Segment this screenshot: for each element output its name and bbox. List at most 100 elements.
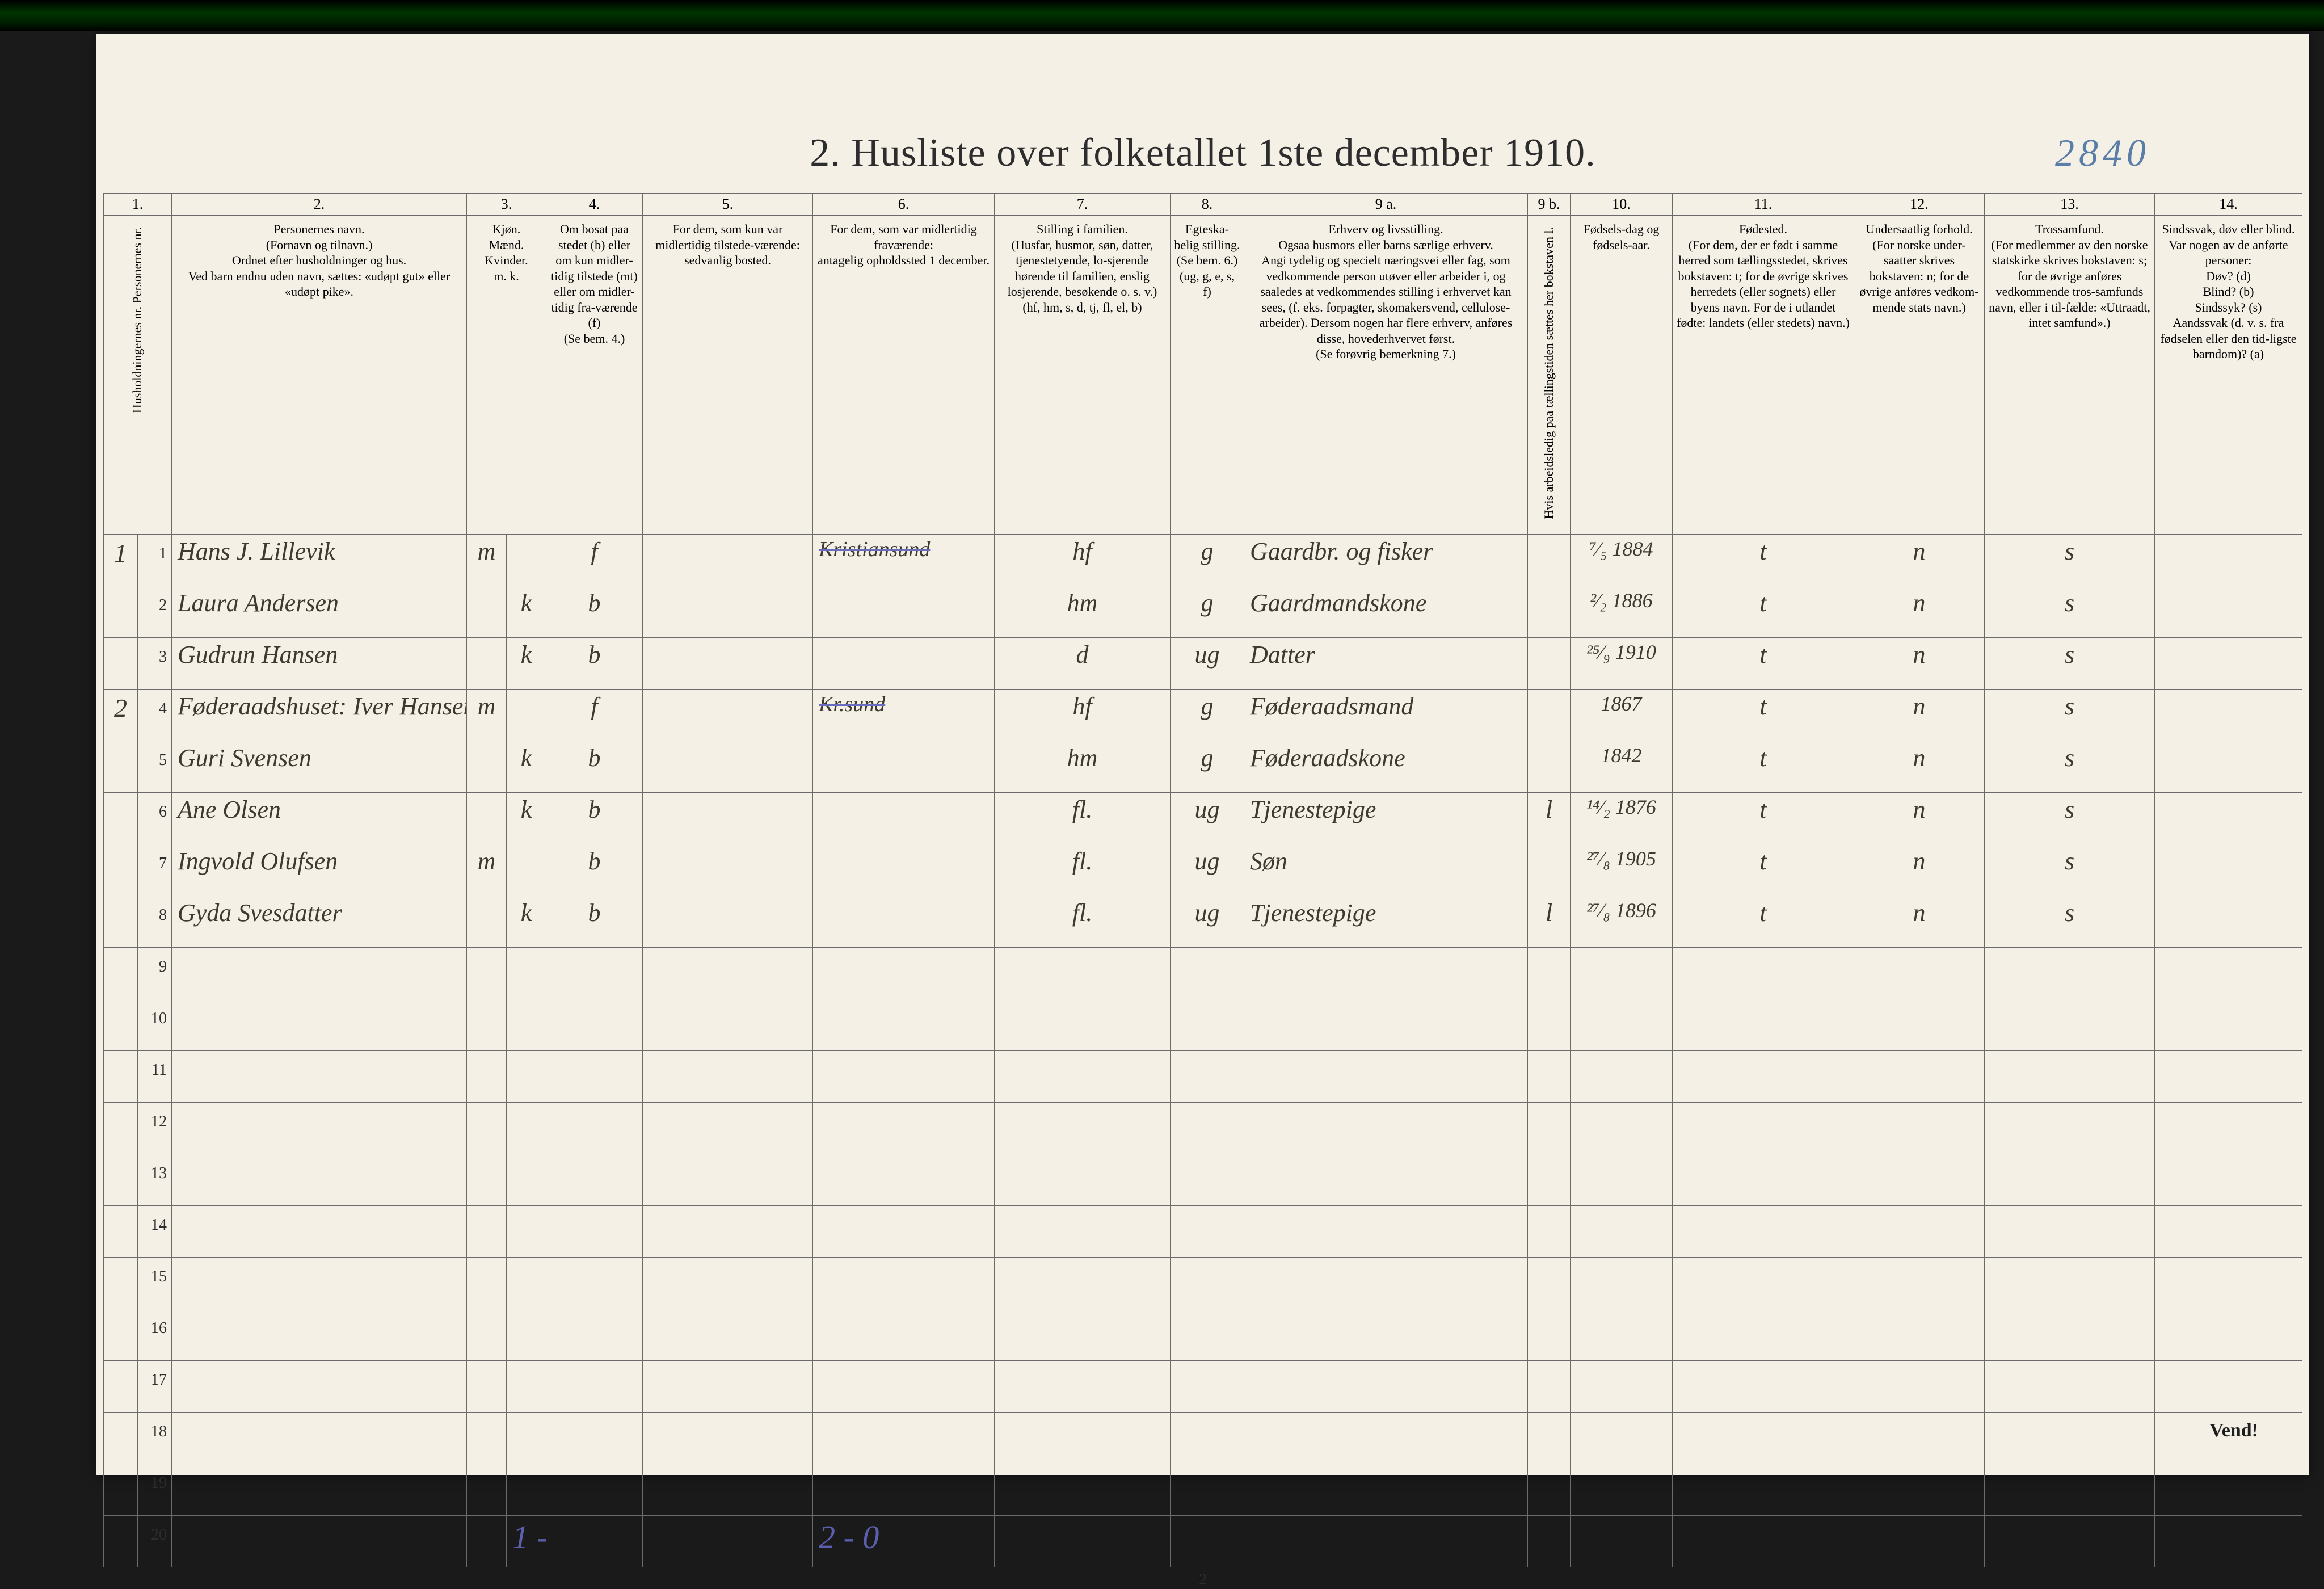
hdr-12: Undersaatlig forhold. (For norske under-… [1854,216,1985,535]
cell-name: Hans J. Lillevik [172,534,467,586]
cell-empty [1673,1309,1854,1360]
cell-absent-location [813,792,995,844]
cell-sex-k [507,689,546,741]
cell-person-nr: 10 [138,999,172,1050]
cell-absent-location [813,637,995,689]
cell-empty [1673,1257,1854,1309]
cell-empty [1673,1412,1854,1464]
cell-empty [172,1309,467,1360]
cell-empty [1528,1464,1571,1515]
cell-nationality: n [1854,844,1985,896]
cell-family-relation: d [995,637,1171,689]
cell-empty [2155,1205,2302,1257]
cell-marital: ug [1171,792,1244,844]
cell-empty [813,947,995,999]
cell-household-nr [104,1205,138,1257]
cell-empty [1673,1154,1854,1205]
cell-household-nr [104,1515,138,1567]
cell-empty [467,1257,507,1309]
cell-household-nr: 2 [104,689,138,741]
cell-person-nr: 1 [138,534,172,586]
cell-person-nr: 20 [138,1515,172,1567]
cell-family-relation: hm [995,586,1171,637]
colnum-2: 2. [172,194,467,216]
cell-empty [1854,947,1985,999]
cell-empty [995,1205,1171,1257]
hdr-3: Kjøn. Mænd. Kvinder. m. k. [467,216,546,535]
cell-household-nr [104,1257,138,1309]
census-body: 11Hans J. LillevikmfKristiansundhfgGaard… [104,534,2302,1567]
cell-empty [813,1309,995,1360]
hdr-14: Sindssvak, døv eller blind. Var nogen av… [2155,216,2302,535]
cell-empty [507,1154,546,1205]
hdr-8: Egteska-belig stilling. (Se bem. 6.) (ug… [1171,216,1244,535]
cell-household-nr [104,1360,138,1412]
cell-empty [813,999,995,1050]
cell-empty [643,1412,813,1464]
colnum-5: 5. [643,194,813,216]
cell-nationality: n [1854,586,1985,637]
cell-empty [1528,1360,1571,1412]
cell-household-nr [104,637,138,689]
cell-empty [1571,1464,1673,1515]
cell-sex-k [507,534,546,586]
cell-disability [2155,896,2302,947]
cell-person-nr: 19 [138,1464,172,1515]
cell-absent-location [813,586,995,637]
cell-empty [1244,1360,1528,1412]
cell-empty [1244,1464,1528,1515]
cell-person-nr: 18 [138,1412,172,1464]
cell-occupation: Søn [1244,844,1528,896]
cell-empty [1528,947,1571,999]
cell-family-relation: hf [995,689,1171,741]
cell-empty [1985,999,2155,1050]
cell-sex-k: k [507,792,546,844]
cell-empty [643,1257,813,1309]
cell-usual-residence [643,844,813,896]
hdr-2: Personernes navn. (Fornavn og tilnavn.) … [172,216,467,535]
cell-person-nr: 5 [138,741,172,792]
cell-empty [1528,1515,1571,1567]
cell-empty [1571,1154,1673,1205]
cell-occupation: Datter [1244,637,1528,689]
cell-absent-location: Kristiansund [813,534,995,586]
cell-empty [1171,999,1244,1050]
cell-birthplace: t [1673,792,1854,844]
cell-empty [2155,1257,2302,1309]
cell-empty [172,1205,467,1257]
cell-empty [1985,1205,2155,1257]
cell-birth: ²⁵⁄₉ 1910 [1571,637,1673,689]
cell-empty [813,1050,995,1102]
cell-empty [467,1050,507,1102]
cell-empty [995,1360,1171,1412]
cell-person-nr: 8 [138,896,172,947]
colnum-11: 11. [1673,194,1854,216]
cell-empty [1244,1309,1528,1360]
cell-empty [1985,1360,2155,1412]
cell-religion: s [1985,844,2155,896]
cell-empty [467,1205,507,1257]
cell-name: Føderaadshuset: Iver Hansen [172,689,467,741]
cell-birthplace: t [1673,896,1854,947]
cell-empty [507,1412,546,1464]
cell-household-nr: 1 [104,534,138,586]
cell-empty [507,1102,546,1154]
cell-sex-k: k [507,586,546,637]
cell-empty [1854,1360,1985,1412]
cell-empty [995,1515,1171,1567]
cell-birth: ²⁷⁄₈ 1896 [1571,896,1673,947]
cell-empty [995,999,1171,1050]
table-row-blank: 16 [104,1309,2302,1360]
table-row-blank: 19 [104,1464,2302,1515]
cell-empty [1854,1412,1985,1464]
cell-empty [1854,1050,1985,1102]
cell-empty [2155,999,2302,1050]
cell-empty [643,947,813,999]
cell-occupation: Gaardmandskone [1244,586,1528,637]
cell-birthplace: t [1673,586,1854,637]
cell-household-nr [104,586,138,637]
colnum-4: 4. [546,194,643,216]
cell-empty [995,1464,1171,1515]
cell-household-nr [104,1309,138,1360]
cell-empty [1171,1102,1244,1154]
